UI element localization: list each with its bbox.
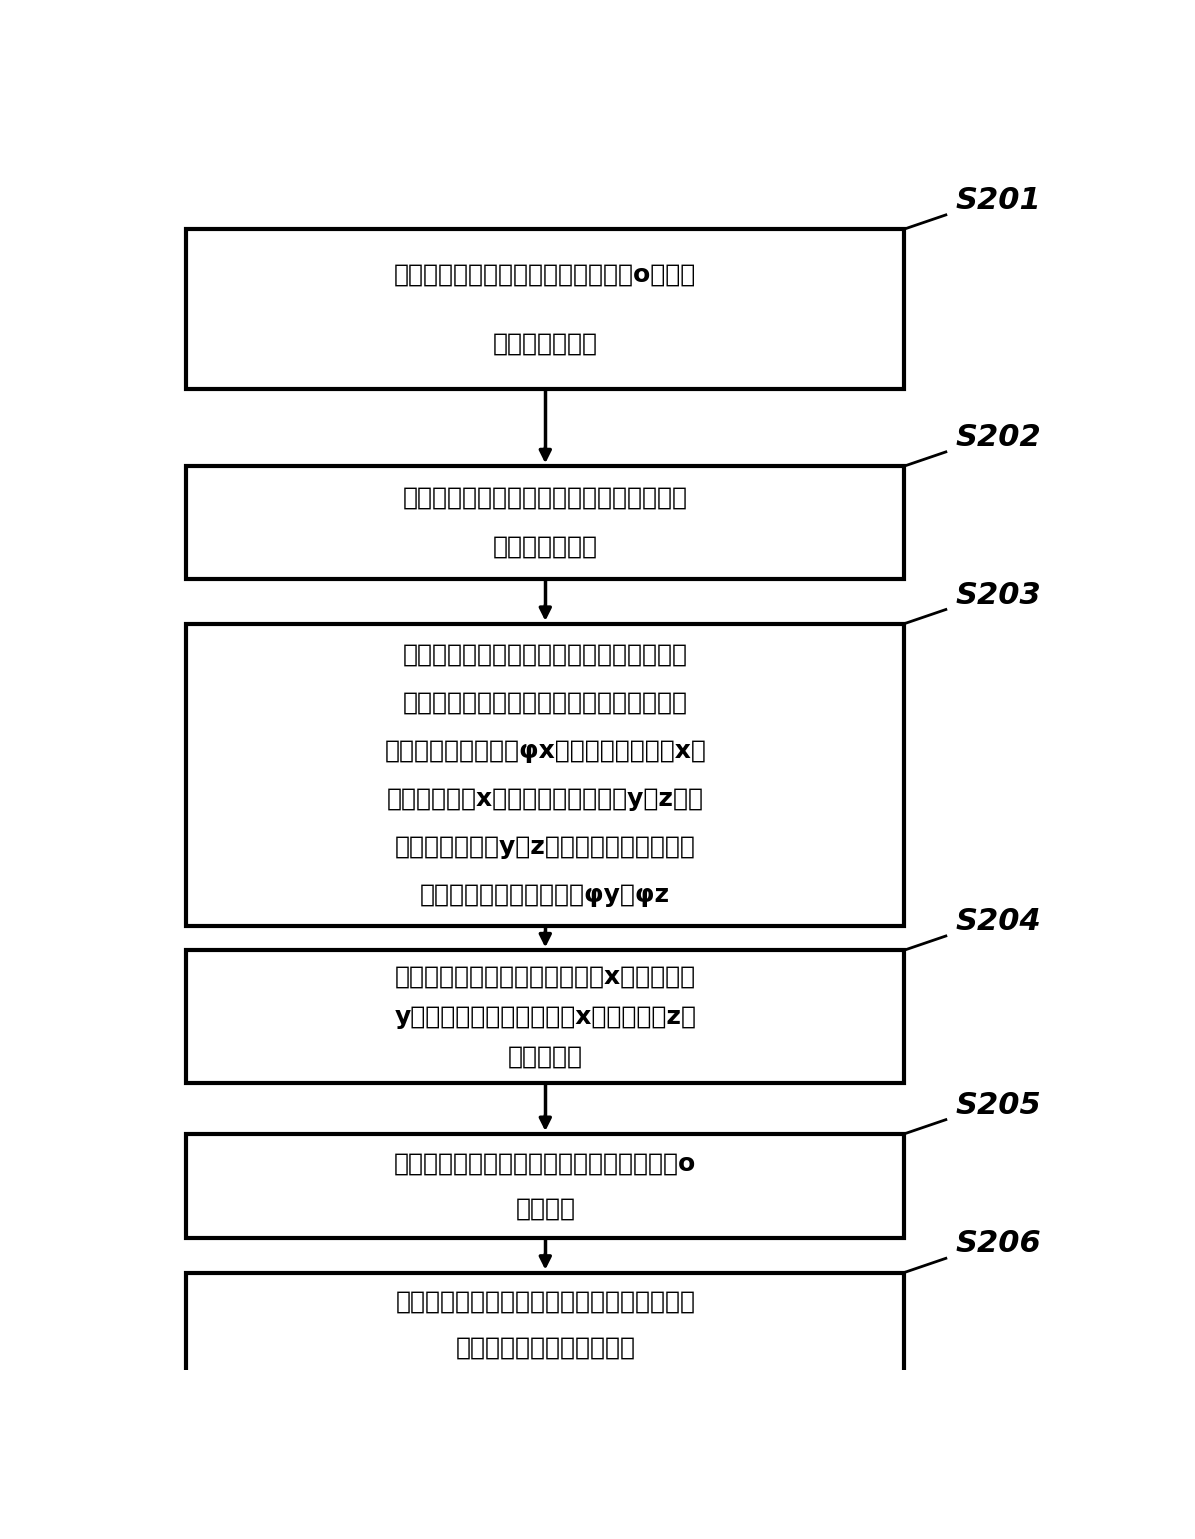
Text: 信号最小的相对相位φx及相应的检测位置x，: 信号最小的相对相位φx及相应的检测位置x， — [385, 739, 706, 763]
Text: 利用控制中心对第二脉冲信号进行分析，获: 利用控制中心对第二脉冲信号进行分析，获 — [403, 643, 688, 666]
Text: 得第二脉冲信号相对于配电线路的模拟电压: 得第二脉冲信号相对于配电线路的模拟电压 — [403, 691, 688, 716]
Text: 利用局部放电检测传感器监测故障点o处发出: 利用局部放电检测传感器监测故障点o处发出 — [394, 262, 697, 286]
Text: S206: S206 — [955, 1230, 1041, 1259]
Text: S202: S202 — [955, 423, 1041, 452]
Text: 利用控制中心，根据相对相位差判断故障点o: 利用控制中心，根据相对相位差判断故障点o — [394, 1151, 697, 1176]
Text: S203: S203 — [955, 580, 1041, 609]
Text: S201: S201 — [955, 186, 1041, 215]
Text: 的第二脉冲信号: 的第二脉冲信号 — [492, 332, 598, 356]
Bar — [186, 466, 905, 579]
Bar — [186, 1273, 905, 1377]
Text: 利用控制中心，根据第二脉冲信号判断配电: 利用控制中心，根据第二脉冲信号判断配电 — [403, 486, 688, 509]
Text: 相对相位差: 相对相位差 — [508, 1045, 583, 1068]
Bar — [186, 623, 905, 926]
Bar — [186, 229, 905, 389]
Text: 找出监测位置x两侧相邻的监测位置y和z，以: 找出监测位置x两侧相邻的监测位置y和z，以 — [387, 786, 704, 811]
Text: 及获得监测位置y和z处第二脉冲信号相对于: 及获得监测位置y和z处第二脉冲信号相对于 — [394, 834, 695, 859]
Text: 距离其两侧监测位置的距离: 距离其两侧监测位置的距离 — [455, 1336, 636, 1359]
Text: y的相对相位差、监测位置x与监测位置z的: y的相对相位差、监测位置x与监测位置z的 — [394, 1005, 697, 1028]
Text: 利用所述控制中心计算监测位置x与监测位置: 利用所述控制中心计算监测位置x与监测位置 — [394, 965, 695, 988]
Text: 所在区段: 所在区段 — [515, 1197, 575, 1220]
Text: S205: S205 — [955, 1091, 1041, 1120]
Text: S204: S204 — [955, 906, 1041, 936]
Text: 利用控制中心，根据相对相位计算出故障点、: 利用控制中心，根据相对相位计算出故障点、 — [396, 1290, 695, 1314]
Text: 线路的故障线路: 线路的故障线路 — [492, 536, 598, 559]
Bar — [186, 950, 905, 1083]
Bar — [186, 1134, 905, 1239]
Text: 模拟电压信号的相对相位φy和φz: 模拟电压信号的相对相位φy和φz — [421, 883, 670, 906]
